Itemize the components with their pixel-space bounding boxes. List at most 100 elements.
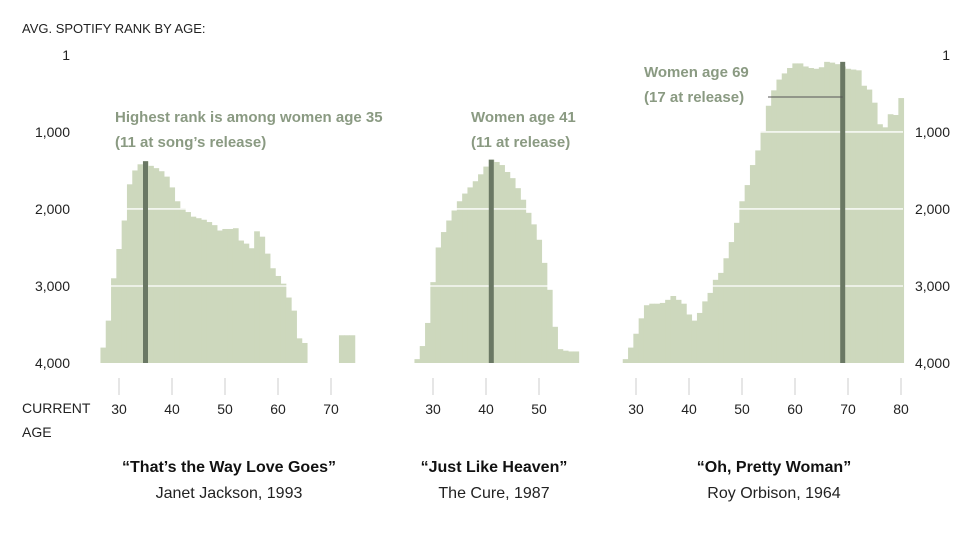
x-tick-label: 40 [478, 401, 494, 417]
area-step [541, 262, 548, 363]
area-step [483, 166, 490, 363]
area-step [338, 335, 345, 363]
area-step [301, 342, 308, 363]
area-step [787, 68, 793, 364]
area-step [185, 212, 191, 363]
y-tick-right: 1 [942, 47, 950, 63]
area-step [493, 161, 500, 363]
area-step [818, 67, 825, 363]
area-step [749, 165, 756, 363]
area-step [829, 62, 836, 363]
y-tick-left: 2,000 [35, 201, 70, 217]
area-step [116, 249, 123, 363]
x-tick-label: 70 [840, 401, 856, 417]
area-step [707, 292, 714, 363]
area-step [222, 228, 229, 363]
area-step [137, 164, 144, 363]
highlight-bar [488, 159, 494, 363]
x-tick-label: 60 [787, 401, 803, 417]
area-step [882, 127, 889, 364]
area-step [739, 201, 746, 363]
x-axis-label: AGE [22, 424, 52, 440]
area-step [557, 349, 564, 363]
area-step [456, 201, 463, 363]
area-step [834, 64, 841, 364]
area-step [855, 70, 862, 363]
x-tick-label: 50 [531, 401, 547, 417]
area-step [649, 303, 655, 363]
x-axis-label: CURRENT [22, 400, 91, 416]
area-step [781, 73, 788, 364]
area-step [264, 253, 271, 363]
area-step [723, 258, 730, 363]
x-tick-label: 30 [111, 401, 127, 417]
area-step [446, 220, 452, 363]
x-tick-label: 80 [893, 401, 909, 417]
area-step [419, 346, 426, 363]
area-step [515, 188, 521, 363]
area-step [195, 218, 202, 363]
area-step [525, 212, 532, 363]
area-step [670, 295, 677, 363]
area-step [898, 98, 905, 363]
x-tick-label: 50 [217, 401, 233, 417]
area-step [349, 335, 356, 363]
caption-2: “Just Like Heaven” The Cure, 1987 [344, 455, 644, 507]
area-step [893, 114, 899, 363]
area-step [174, 201, 181, 363]
area-step [285, 297, 292, 363]
y-tick-right: 4,000 [915, 355, 950, 371]
area-step [105, 320, 112, 363]
area-step [659, 302, 666, 363]
x-tick-label: 30 [628, 401, 644, 417]
area-step [430, 282, 437, 363]
area-step [776, 79, 783, 363]
area-step [270, 268, 276, 363]
area-step [275, 275, 282, 363]
panel-3: 30 40 50 60 70 80 Women age 69 (17 at release) [622, 61, 909, 417]
area-step [536, 239, 543, 363]
song-artist: Janet Jackson, 1993 [155, 485, 303, 502]
area-step [243, 243, 250, 363]
chart-panels: 30 40 50 60 70 Highest rank is among women ag… [78, 61, 909, 417]
area-step [132, 170, 138, 363]
annotation-label: Women age 69 [644, 64, 749, 81]
area-step [718, 272, 724, 363]
y-tick-left: 1 [62, 47, 70, 63]
area-step [808, 68, 814, 364]
area-step [232, 228, 239, 363]
area-step [190, 216, 197, 363]
area-step [552, 326, 558, 363]
area-step [126, 184, 133, 363]
y-axis-right: 1 1,000 2,000 3,000 4,000 [915, 47, 950, 371]
annotation-sublabel: (11 at release) [471, 134, 570, 151]
area-step [169, 187, 176, 363]
area-step [802, 66, 809, 364]
area-step [877, 124, 883, 363]
x-tick-label: 30 [425, 401, 441, 417]
area-step [248, 248, 255, 363]
area-step [813, 68, 820, 364]
y-tick-right: 3,000 [915, 278, 950, 294]
area-step [259, 236, 266, 363]
area-step [755, 150, 761, 363]
area-step [797, 63, 804, 363]
area-step [681, 303, 687, 363]
area-step [734, 222, 740, 363]
area-step [462, 193, 468, 363]
area-step [291, 310, 297, 363]
area-step [499, 165, 505, 363]
x-tick-label: 40 [164, 401, 180, 417]
area-step [633, 333, 640, 363]
x-tick-label: 70 [323, 401, 339, 417]
area-step [845, 68, 852, 364]
area-step [546, 289, 553, 363]
area-step [771, 90, 777, 363]
area-step [887, 114, 894, 363]
area-step [164, 176, 170, 363]
panel-2: 30 40 50 Women age 41 (11 at release) [405, 109, 580, 417]
area-step [440, 232, 447, 363]
song-artist: The Cure, 1987 [438, 485, 550, 502]
song-title: “That’s the Way Love Goes” [122, 459, 336, 476]
